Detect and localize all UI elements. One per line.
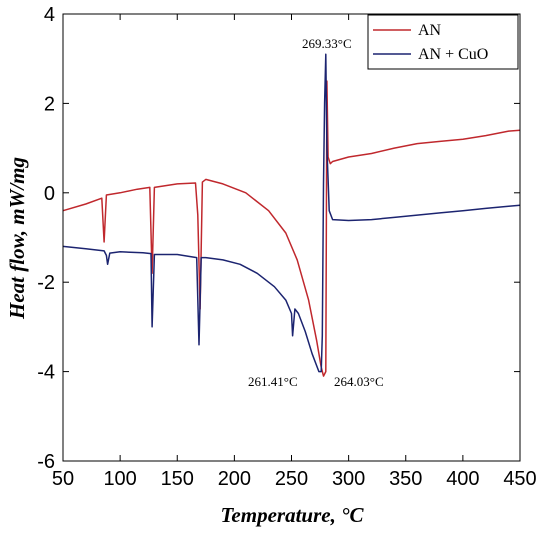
x-axis-title: Temperature, °C bbox=[221, 503, 365, 527]
x-tick-label: 400 bbox=[446, 468, 479, 490]
annotation-261: 261.41°C bbox=[248, 374, 298, 389]
axis-ticks: 50 100 150 200 250 300 350 400 450 4 2 0 -2 -4 -6 bbox=[37, 4, 536, 490]
y-tick-label: 4 bbox=[44, 4, 55, 26]
legend-label-an: AN bbox=[418, 22, 442, 39]
x-tick-label: 450 bbox=[503, 468, 536, 490]
x-tick-label: 150 bbox=[161, 468, 194, 490]
plot-lines bbox=[62, 53, 521, 377]
y-tick-label: 2 bbox=[44, 93, 55, 115]
x-tick-label: 350 bbox=[389, 468, 422, 490]
x-tick-label: 250 bbox=[275, 468, 308, 490]
legend: AN AN + CuO bbox=[367, 14, 519, 70]
series-line-1 bbox=[62, 53, 521, 373]
y-tick-label: -4 bbox=[37, 362, 55, 384]
annotation-269: 269.33°C bbox=[302, 36, 352, 51]
y-axis-title: Heat flow, mW/mg bbox=[5, 157, 29, 320]
y-tick-label: 0 bbox=[44, 183, 55, 205]
x-tick-label: 300 bbox=[332, 468, 365, 490]
y-tick-label: -2 bbox=[37, 272, 55, 294]
plot-frame bbox=[62, 13, 521, 462]
annotation-264: 264.03°C bbox=[334, 374, 384, 389]
x-tick-label: 200 bbox=[218, 468, 251, 490]
x-tick-label: 100 bbox=[103, 468, 136, 490]
y-tick-label: -6 bbox=[37, 451, 55, 473]
series-line-0 bbox=[62, 80, 521, 377]
legend-label-an-cuo: AN + CuO bbox=[418, 46, 488, 63]
legend-box bbox=[367, 14, 519, 70]
x-tick-label: 50 bbox=[52, 468, 74, 490]
